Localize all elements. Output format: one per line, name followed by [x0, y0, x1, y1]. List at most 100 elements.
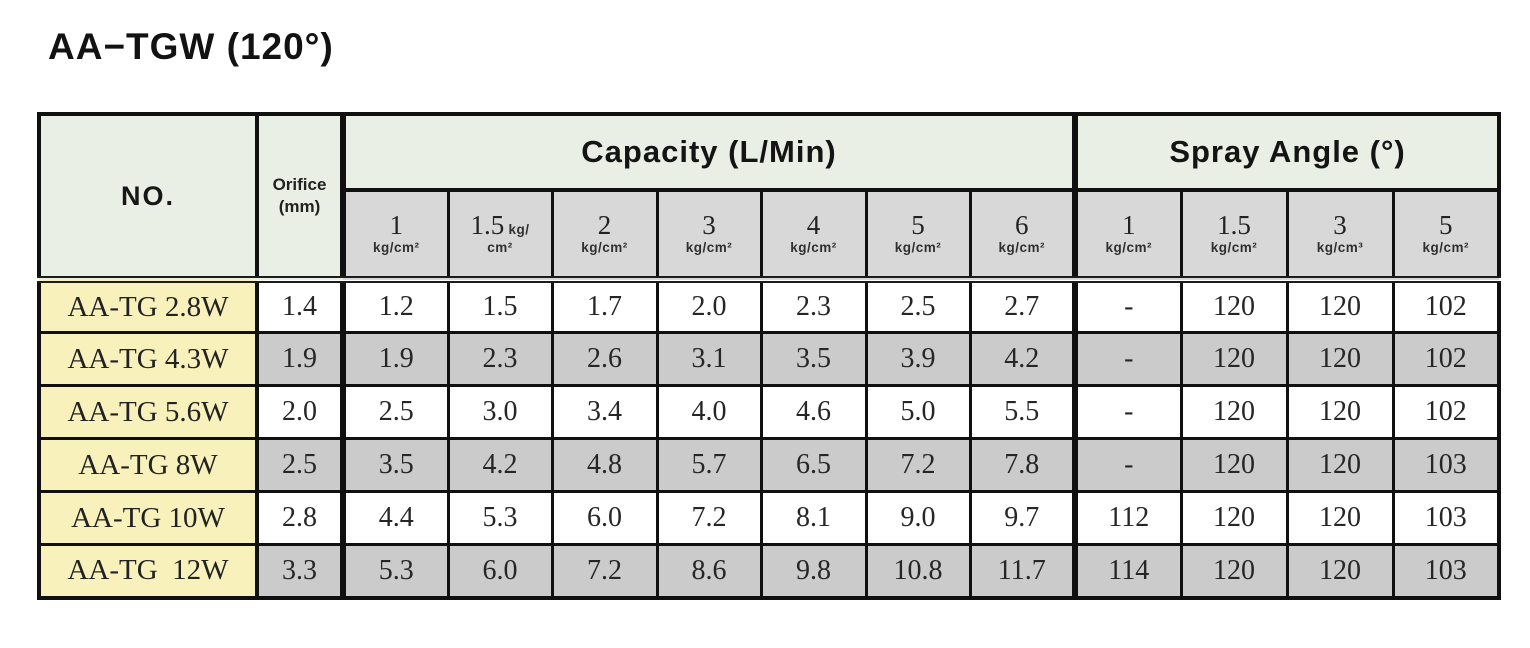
table-row: AA-TG 2.8W 1.4 1.2 1.5 1.7 2.0 2.3 2.5 2.7-120 12…: [37, 278, 1501, 334]
capacity-cell: 7.2: [655, 490, 763, 546]
spray-angle-cell: 120: [1179, 543, 1289, 599]
capacity-cell: 9.0: [864, 490, 972, 546]
capacity-cell: 2.3: [759, 278, 868, 334]
spray-angle-cell: 120: [1285, 278, 1395, 334]
spray-angle-cell: 103: [1391, 437, 1501, 493]
row-name-cell: AA-TG 8W: [37, 437, 259, 493]
capacity-cell: 1.7: [550, 278, 659, 334]
capacity-cell: 1.9: [340, 331, 450, 387]
spray-angle-cell: -: [1072, 437, 1183, 493]
spray-angle-cell: 120: [1285, 437, 1395, 493]
capacity-cell: 8.6: [655, 543, 763, 599]
pressure-header-row: 1 kg/cm² 1.5 kg/cm² 2 kg/cm² 3 kg/cm² 4 kg/cm² 5 k…: [39, 188, 1501, 283]
table-row: AA-TG 4.3W 1.9 1.9 2.3 2.6 3.1 3.5 3.9 4.2-120 12…: [37, 331, 1501, 387]
orifice-header-line1: Orifice: [272, 174, 327, 194]
table-row: AA-TG 8W 2.5 3.5 4.2 4.8 5.7 6.5 7.2 7.8-120 120 1…: [37, 437, 1501, 493]
spray-angle-cell: 120: [1285, 331, 1395, 387]
orifice-header-cell: Orifice (mm): [255, 112, 345, 283]
capacity-cell: 4.4: [340, 490, 450, 546]
capacity-cell: 8.1: [759, 490, 868, 546]
capacity-cell: 4.0: [655, 384, 763, 440]
row-name-cell: AA-TG 4.3W: [37, 331, 259, 387]
corner-header-cell: NO.: [37, 112, 259, 283]
row-name-cell: AA-TG 12W: [37, 543, 259, 599]
capacity-cell: 9.7: [968, 490, 1077, 546]
spray-angle-cell: 120: [1179, 384, 1289, 440]
spray-angle-cell: 120: [1285, 384, 1395, 440]
group-header-capacity: Capacity (L/Min): [340, 112, 1077, 192]
orifice-cell: 2.0: [255, 384, 345, 440]
orifice-cell: 1.9: [255, 331, 345, 387]
group-header-spray-angle: Spray Angle (°): [1071, 112, 1501, 192]
orifice-header-line2: (mm): [278, 197, 321, 216]
capacity-cell: 5.0: [864, 384, 972, 440]
capacity-cell: 2.5: [340, 384, 450, 440]
pressure-header-cell: 4 kg/cm²: [759, 188, 868, 283]
pressure-header-cell: 1.5 kg/cm²: [1179, 188, 1289, 283]
capacity-cell: 1.5: [446, 278, 554, 334]
capacity-cell: 2.0: [655, 278, 763, 334]
spray-angle-cell: -: [1072, 331, 1183, 387]
capacity-cell: 2.7: [968, 278, 1077, 334]
spray-angle-cell: 120: [1179, 490, 1289, 546]
table-row: AA-TG 10W 2.8 4.4 5.3 6.0 7.2 8.1 9.0 9.7 112 120 1…: [37, 490, 1501, 546]
spray-angle-cell: 102: [1391, 278, 1501, 334]
capacity-cell: 4.6: [759, 384, 868, 440]
row-name-cell: AA-TG 10W: [37, 490, 259, 546]
spray-angle-cell: 112: [1072, 490, 1183, 546]
spray-angle-cell: 120: [1179, 331, 1289, 387]
capacity-cell: 1.2: [340, 278, 450, 334]
capacity-cell: 2.3: [446, 331, 554, 387]
spray-angle-cell: 120: [1179, 278, 1289, 334]
capacity-cell: 4.2: [968, 331, 1077, 387]
spray-angle-cell: 103: [1391, 490, 1501, 546]
pressure-header-cell: 2 kg/cm²: [550, 188, 659, 283]
capacity-cell: 6.0: [550, 490, 659, 546]
capacity-cell: 7.2: [550, 543, 659, 599]
capacity-cell: 3.5: [340, 437, 450, 493]
capacity-cell: 3.9: [864, 331, 972, 387]
spray-angle-cell: 102: [1391, 331, 1501, 387]
capacity-cell: 4.8: [550, 437, 659, 493]
spray-angle-cell: 120: [1179, 437, 1289, 493]
spray-angle-cell: -: [1072, 384, 1183, 440]
pressure-header-cell: 6 kg/cm²: [968, 188, 1077, 283]
capacity-cell: 7.8: [968, 437, 1077, 493]
capacity-cell: 6.0: [446, 543, 554, 599]
page-title: AA−TGW (120°): [48, 26, 334, 67]
capacity-cell: 9.8: [759, 543, 868, 599]
pressure-header-cell: 1 kg/cm²: [1072, 188, 1183, 283]
pressure-header-cell: 3 kg/cm²: [655, 188, 763, 283]
capacity-cell: 11.7: [968, 543, 1077, 599]
capacity-cell: 2.5: [864, 278, 972, 334]
spray-angle-cell: -: [1072, 278, 1183, 334]
pressure-header-cell: 1.5 kg/cm²: [446, 188, 554, 283]
table-row: AA-TG 12W 3.3 5.3 6.0 7.2 8.6 9.8 10.8 11.7 114 12…: [37, 543, 1501, 599]
capacity-cell: 2.6: [550, 331, 659, 387]
capacity-cell: 3.4: [550, 384, 659, 440]
row-name-cell: AA-TG 2.8W: [37, 278, 259, 334]
orifice-cell: 1.4: [255, 278, 345, 334]
capacity-cell: 5.3: [340, 543, 450, 599]
group-header-row: NO. Orifice (mm) Capacity (L/Min) Spray …: [37, 112, 1501, 283]
capacity-cell: 4.2: [446, 437, 554, 493]
pressure-header-cell: 1 kg/cm²: [340, 188, 450, 283]
pressure-header-cell: 5 kg/cm²: [1391, 188, 1501, 283]
capacity-cell: 10.8: [864, 543, 972, 599]
capacity-cell: 7.2: [864, 437, 972, 493]
spray-angle-cell: 114: [1072, 543, 1183, 599]
capacity-cell: 3.1: [655, 331, 763, 387]
spray-angle-cell: 102: [1391, 384, 1501, 440]
capacity-cell: 3.0: [446, 384, 554, 440]
orifice-cell: 2.8: [255, 490, 345, 546]
pressure-header-cell: 3 kg/cm³: [1285, 188, 1395, 283]
capacity-cell: 5.5: [968, 384, 1077, 440]
capacity-cell: 3.5: [759, 331, 868, 387]
capacity-cell: 5.7: [655, 437, 763, 493]
capacity-cell: 5.3: [446, 490, 554, 546]
spray-angle-cell: 120: [1285, 543, 1395, 599]
spec-table-body: AA-TG 2.8W 1.4 1.2 1.5 1.7 2.0 2.3 2.5 2.7-120 12…: [37, 278, 1501, 599]
spray-angle-cell: 103: [1391, 543, 1501, 599]
row-name-cell: AA-TG 5.6W: [37, 384, 259, 440]
